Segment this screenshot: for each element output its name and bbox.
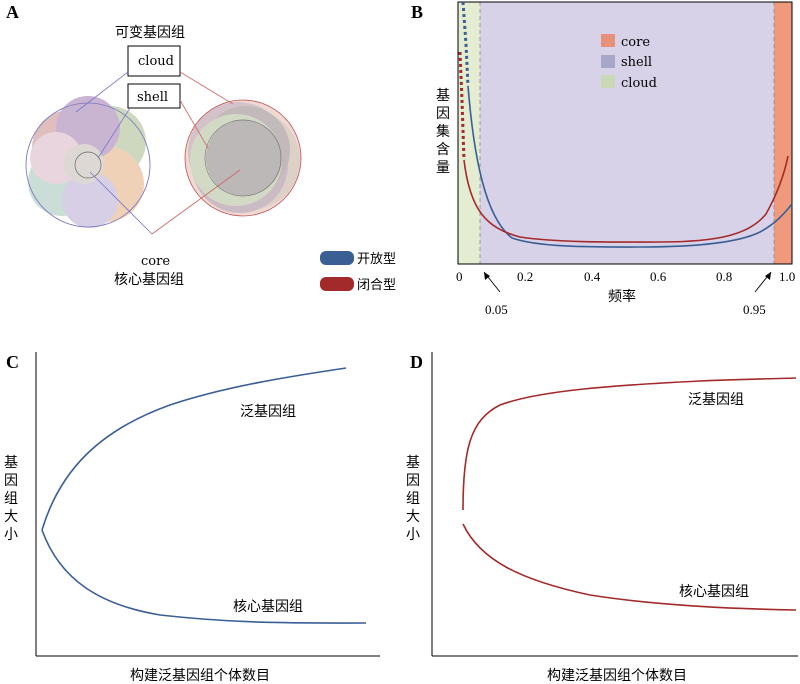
cloud-label: cloud xyxy=(138,54,174,69)
curve-d-core xyxy=(462,523,797,611)
panel-a-legend: 开放型 闭合型 xyxy=(320,251,396,293)
annotation-0.95: 0.95 xyxy=(743,302,766,317)
panel-b-letter: B xyxy=(411,2,423,22)
legend-open-label: 开放型 xyxy=(357,252,396,267)
xtick-1.0: 1.0 xyxy=(779,269,795,284)
shell-box xyxy=(127,83,181,109)
legend-core-swatch xyxy=(601,34,615,47)
legend-cloud-label: cloud xyxy=(621,76,657,91)
curve-b-closed xyxy=(463,155,789,243)
panel-c-ylabel: 基因组大小 xyxy=(4,454,18,543)
legend-shell-label: shell xyxy=(621,55,652,70)
panel-d-xlabel: 构建泛基因组个体数目 xyxy=(547,667,687,684)
legend-shell-swatch xyxy=(601,55,615,68)
curve-b-open-dotted xyxy=(461,1,470,87)
open-pangenome-diagram xyxy=(25,96,151,228)
panel-c-xlabel: 构建泛基因组个体数目 xyxy=(130,667,270,684)
curve-c-core xyxy=(41,529,367,624)
legend-core-label: core xyxy=(621,35,650,50)
closed-pangenome-diagram xyxy=(185,100,301,216)
panel-b-ylabel: 基因集含量 xyxy=(436,87,450,176)
xtick-0.2: 0.2 xyxy=(517,269,533,284)
panel-d-ylabel: 基因组大小 xyxy=(406,454,420,543)
curve-c-pan xyxy=(41,367,347,531)
cloud-box xyxy=(127,45,181,77)
shell-label: shell xyxy=(137,90,168,105)
panel-d: D 泛基因组 核心基因组 基因组大小 构建泛基因组个体数目 xyxy=(406,352,798,684)
panel-c-letter: C xyxy=(6,352,19,372)
core-region xyxy=(774,2,792,264)
panel-d-core-label: 核心基因组 xyxy=(679,583,749,600)
panel-d-letter: D xyxy=(410,352,423,372)
panel-b-frame xyxy=(457,1,793,265)
legend-closed-swatch xyxy=(320,277,354,291)
xtick-0: 0 xyxy=(456,269,463,284)
panel-c-core-label: 核心基因组 xyxy=(233,598,303,615)
cloud-region xyxy=(458,2,480,264)
curve-b-open xyxy=(467,85,793,248)
panel-c-pan-label: 泛基因组 xyxy=(240,403,296,420)
panel-b-xlabel: 频率 xyxy=(608,288,636,305)
xtick-0.8: 0.8 xyxy=(716,269,732,284)
curve-b-closed-dotted xyxy=(458,51,466,161)
curve-d-pan xyxy=(462,377,797,511)
legend-closed-label: 闭合型 xyxy=(357,278,396,293)
xtick-0.6: 0.6 xyxy=(650,269,667,284)
core-label: core xyxy=(141,254,170,269)
panel-b-xticks: 0 0.2 0.4 0.6 0.8 1.0 xyxy=(456,269,795,284)
xtick-0.4: 0.4 xyxy=(584,269,601,284)
panel-b-legend: core shell cloud xyxy=(601,34,657,91)
panel-d-pan-label: 泛基因组 xyxy=(688,391,744,408)
panel-a: A 可变基因组 cloud shell xyxy=(6,2,396,293)
panel-a-letter: A xyxy=(6,2,19,22)
legend-open-swatch xyxy=(320,251,354,265)
panel-b: B core shell cloud 基因集含量 0 0.2 0 xyxy=(411,1,795,317)
legend-cloud-swatch xyxy=(601,75,615,88)
panel-c: C 泛基因组 核心基因组 基因组大小 构建泛基因组个体数目 xyxy=(4,352,380,684)
variable-genome-label: 可变基因组 xyxy=(115,24,185,41)
shell-region xyxy=(480,2,774,264)
annotation-0.05: 0.05 xyxy=(485,302,508,317)
core-genome-label: 核心基因组 xyxy=(114,271,184,288)
